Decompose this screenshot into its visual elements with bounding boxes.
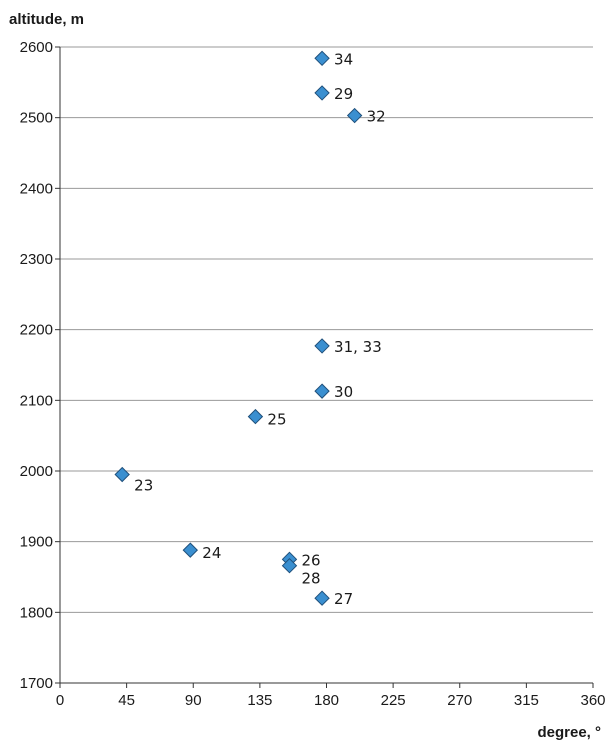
data-point-marker bbox=[114, 466, 130, 483]
x-tick-label: 0 bbox=[56, 692, 64, 709]
data-point-marker bbox=[247, 408, 264, 425]
x-axis-title: degree, ° bbox=[537, 724, 601, 741]
data-point-label: 25 bbox=[267, 411, 286, 429]
y-tick-label: 1900 bbox=[20, 534, 53, 551]
y-tick-label: 2300 bbox=[20, 251, 53, 268]
gridlines bbox=[60, 46, 593, 613]
data-point-label: 27 bbox=[334, 590, 353, 608]
data-point-marker bbox=[182, 542, 198, 558]
y-tick-label: 2200 bbox=[20, 322, 53, 339]
data-point-marker bbox=[346, 107, 363, 124]
x-tick-label: 180 bbox=[314, 692, 339, 709]
x-tick-label: 45 bbox=[118, 692, 135, 709]
y-tick-label: 1700 bbox=[20, 675, 53, 692]
data-point-marker bbox=[281, 557, 298, 574]
y-axis-title: altitude, m bbox=[9, 11, 84, 28]
y-tick-label: 2500 bbox=[20, 110, 53, 127]
x-tick-label: 270 bbox=[447, 692, 472, 709]
data-point-marker bbox=[314, 50, 330, 67]
data-point-label: 30 bbox=[334, 383, 353, 401]
data-point-label: 31, 33 bbox=[334, 338, 382, 356]
data-point-label: 32 bbox=[367, 108, 386, 126]
x-tick-label: 360 bbox=[580, 692, 605, 709]
y-tick-label: 2000 bbox=[20, 463, 53, 480]
x-tick-label: 90 bbox=[185, 692, 202, 709]
data-point-marker bbox=[314, 383, 330, 399]
x-tick-labels: 0 45 90 135 180 225 270 315 360 bbox=[56, 692, 606, 709]
data-point-marker bbox=[314, 590, 330, 606]
x-tick-label: 135 bbox=[247, 692, 272, 709]
y-tick-label: 2600 bbox=[20, 39, 53, 56]
y-tick-label: 2100 bbox=[20, 392, 53, 409]
x-tick-label: 315 bbox=[514, 692, 539, 709]
data-point-label: 26 bbox=[301, 551, 320, 569]
data-point-marker bbox=[314, 338, 330, 354]
data-point-label: 29 bbox=[334, 85, 353, 103]
data-point-label: 23 bbox=[134, 477, 153, 495]
data-point-label: 34 bbox=[334, 50, 353, 68]
data-point-label: 24 bbox=[202, 544, 221, 562]
y-tick-labels: 1700 1800 1900 2000 2100 2200 2300 2400 2500 2600 bbox=[20, 39, 53, 692]
data-point-marker bbox=[314, 85, 330, 101]
y-tick-label: 2400 bbox=[20, 180, 53, 197]
data-point-label: 28 bbox=[301, 570, 320, 588]
y-tick-label: 1800 bbox=[20, 604, 53, 621]
axes bbox=[55, 46, 594, 688]
x-tick-label: 225 bbox=[381, 692, 406, 709]
